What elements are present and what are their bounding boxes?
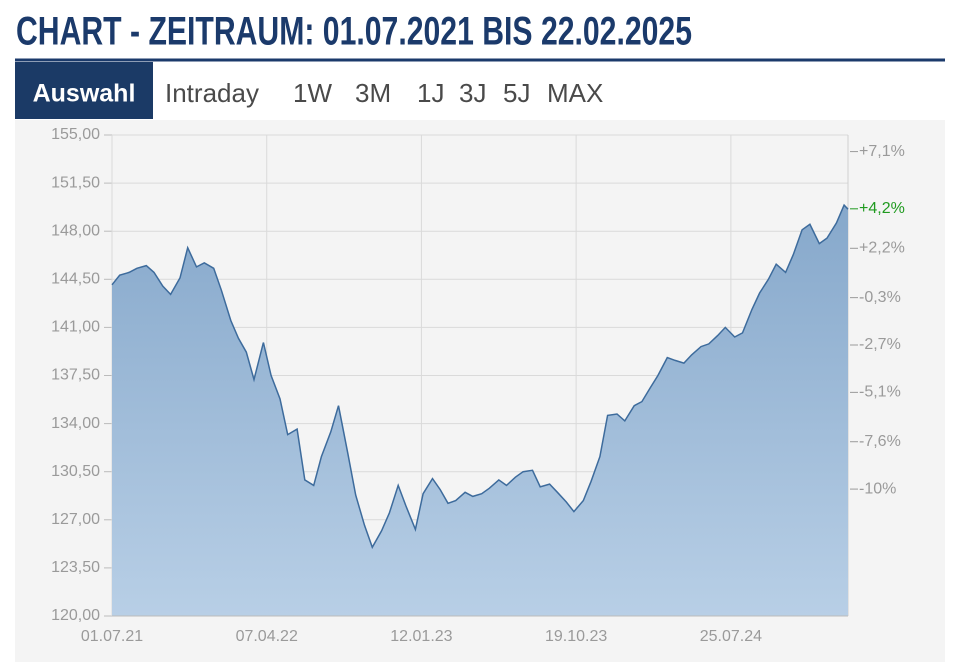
tab[interactable]: 1W xyxy=(293,78,332,108)
tab[interactable]: MAX xyxy=(547,78,603,108)
tab[interactable]: Intraday xyxy=(165,78,259,108)
tab[interactable]: 3M xyxy=(355,78,391,108)
area-fill xyxy=(112,205,848,616)
page-title: CHART - ZEITRAUM: 01.07.2021 BIS 22.02.2… xyxy=(16,10,692,54)
active-tab-bg[interactable] xyxy=(15,62,153,119)
y2-tick-label: -10% xyxy=(859,480,896,497)
y2-tick-label: -5,1% xyxy=(859,384,901,401)
x-tick-label: 19.10.23 xyxy=(545,628,607,645)
tab[interactable]: 3J xyxy=(459,78,486,108)
active-tab[interactable]: Auswahl xyxy=(33,80,136,108)
x-tick-label: 07.04.22 xyxy=(236,628,298,645)
y-tick-label: 130,50 xyxy=(51,463,100,480)
y-tick-label: 141,00 xyxy=(51,319,100,336)
y-tick-label: 137,50 xyxy=(51,367,100,384)
y-tick-label: 148,00 xyxy=(51,222,100,239)
x-tick-label: 25.07.24 xyxy=(700,628,762,645)
current-change-label: +4,2% xyxy=(859,200,905,217)
y2-tick-label: -2,7% xyxy=(859,336,901,353)
y-tick-label: 144,50 xyxy=(51,271,100,288)
tab-bar: Intraday 1W 3M 1J 3J 5J MAX xyxy=(165,78,603,108)
y2-tick-label: -0,3% xyxy=(859,289,901,306)
y-tick-label: 123,50 xyxy=(51,559,100,576)
y-tick-label: 155,00 xyxy=(51,126,100,143)
tab[interactable]: 5J xyxy=(503,78,530,108)
y2-tick-label: +2,2% xyxy=(859,240,905,257)
y2-tick-label: +7,1% xyxy=(859,143,905,160)
chart: 120,00 123,50 127,00 130,50 134,00 137,50 141,… xyxy=(51,126,905,645)
y-tick-label: 127,00 xyxy=(51,511,100,528)
y-tick-label: 134,00 xyxy=(51,415,100,432)
tab[interactable]: 1J xyxy=(417,78,444,108)
y2-tick-label: -7,6% xyxy=(859,433,901,450)
x-tick-label: 12.01.23 xyxy=(390,628,452,645)
x-tick-label: 01.07.21 xyxy=(81,628,143,645)
y-tick-label: 120,00 xyxy=(51,607,100,624)
price-line xyxy=(111,203,849,550)
y-tick-label: 151,50 xyxy=(51,174,100,191)
